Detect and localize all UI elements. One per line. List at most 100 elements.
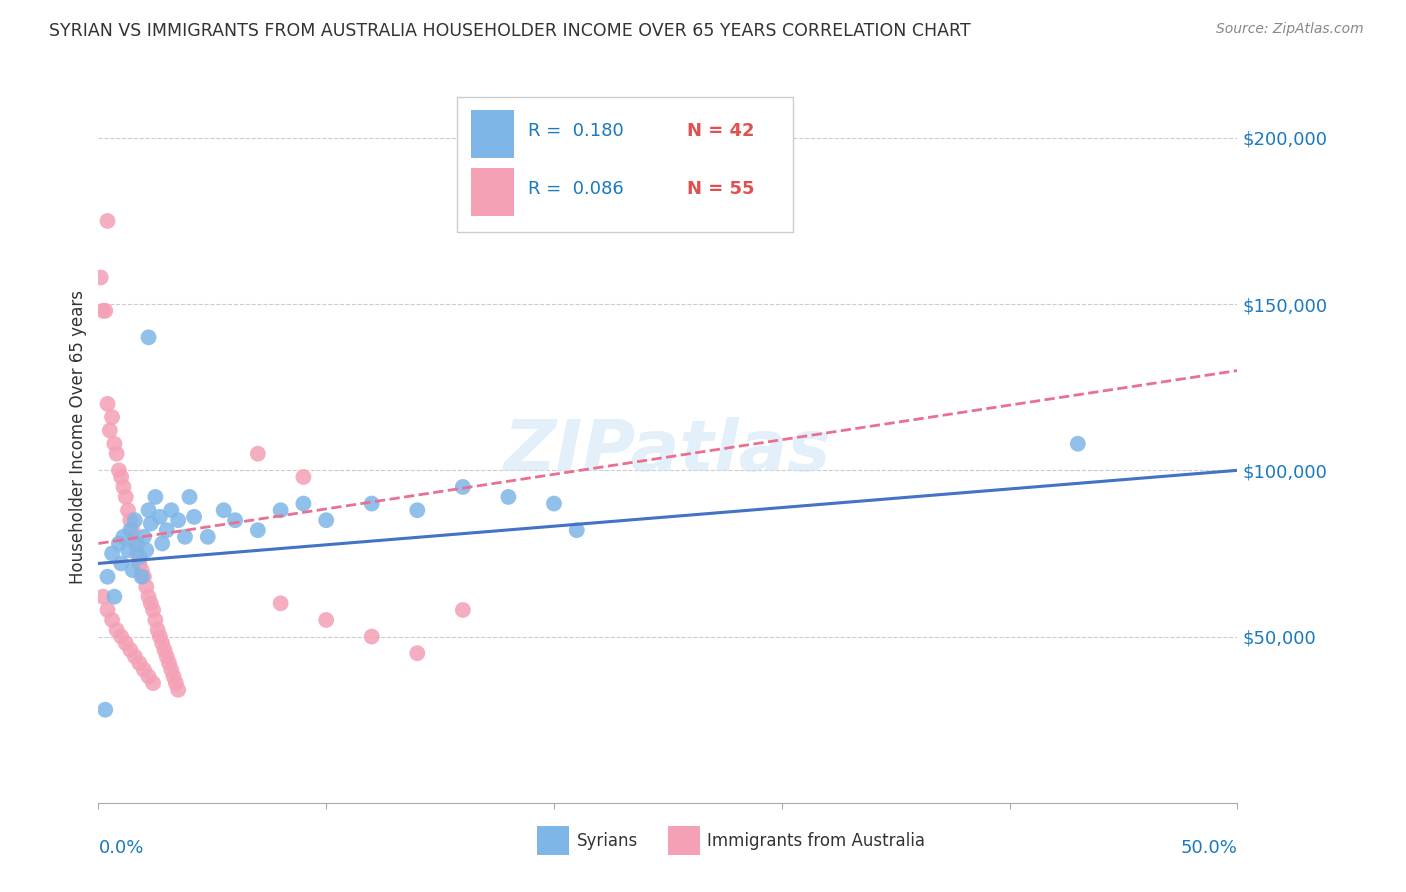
Bar <box>668 826 700 855</box>
Point <box>451 480 474 494</box>
Point <box>138 669 160 683</box>
Point <box>128 549 150 564</box>
Point <box>138 503 160 517</box>
Text: N = 42: N = 42 <box>688 121 755 140</box>
FancyBboxPatch shape <box>457 97 793 232</box>
Point <box>165 676 187 690</box>
Point <box>91 590 114 604</box>
Point <box>150 636 173 650</box>
Point <box>145 613 167 627</box>
Point <box>135 580 157 594</box>
Point <box>124 536 146 550</box>
Point <box>315 513 337 527</box>
Point <box>360 630 382 644</box>
Point <box>103 590 125 604</box>
Point <box>112 530 135 544</box>
Point <box>292 497 315 511</box>
Point <box>96 214 118 228</box>
Point <box>142 603 165 617</box>
Point <box>139 516 162 531</box>
Point <box>270 596 292 610</box>
Point <box>270 503 292 517</box>
Point <box>114 490 136 504</box>
Point <box>103 436 125 450</box>
Point <box>90 270 112 285</box>
Point <box>120 643 142 657</box>
Point <box>167 682 190 697</box>
Point <box>131 570 153 584</box>
Point <box>101 546 124 560</box>
Point <box>108 463 131 477</box>
Point <box>112 480 135 494</box>
Text: Immigrants from Australia: Immigrants from Australia <box>707 832 925 850</box>
Point <box>110 557 132 571</box>
Point <box>138 590 160 604</box>
Point <box>145 490 167 504</box>
Text: Syrians: Syrians <box>576 832 638 850</box>
Point <box>160 663 183 677</box>
Point <box>105 623 128 637</box>
Point <box>110 470 132 484</box>
Point <box>162 669 184 683</box>
Text: N = 55: N = 55 <box>688 180 755 198</box>
Point <box>360 497 382 511</box>
Bar <box>537 826 569 855</box>
Point <box>179 490 201 504</box>
Point <box>128 557 150 571</box>
Point <box>94 303 117 318</box>
Point <box>114 636 136 650</box>
Point <box>121 563 143 577</box>
Point <box>101 410 124 425</box>
Point <box>120 513 142 527</box>
Text: R =  0.180: R = 0.180 <box>527 121 641 140</box>
Point <box>183 509 205 524</box>
Point <box>138 330 160 344</box>
Point <box>160 503 183 517</box>
Point <box>124 649 146 664</box>
Point <box>142 676 165 690</box>
Point <box>132 530 155 544</box>
Point <box>91 303 114 318</box>
Point <box>139 596 162 610</box>
Point <box>98 424 121 438</box>
Point <box>565 523 588 537</box>
Point <box>406 503 429 517</box>
Text: 50.0%: 50.0% <box>1181 839 1237 857</box>
Point <box>132 663 155 677</box>
Point <box>120 523 142 537</box>
Point <box>197 530 219 544</box>
Point <box>246 523 269 537</box>
Point <box>132 570 155 584</box>
Bar <box>471 169 515 216</box>
Point <box>96 397 118 411</box>
Point <box>167 513 190 527</box>
Point <box>224 513 246 527</box>
Text: R =  0.086: R = 0.086 <box>527 180 641 198</box>
Point <box>315 613 337 627</box>
Point <box>131 563 153 577</box>
Point <box>110 630 132 644</box>
Point <box>121 523 143 537</box>
Point <box>157 656 180 670</box>
Point <box>135 543 157 558</box>
Point <box>150 536 173 550</box>
Point <box>96 603 118 617</box>
Point <box>117 503 139 517</box>
Text: Source: ZipAtlas.com: Source: ZipAtlas.com <box>1216 22 1364 37</box>
Point <box>406 646 429 660</box>
Point <box>153 643 176 657</box>
Point <box>128 656 150 670</box>
Point <box>451 603 474 617</box>
Y-axis label: Householder Income Over 65 years: Householder Income Over 65 years <box>69 290 87 584</box>
Point <box>212 503 235 517</box>
Point <box>146 623 169 637</box>
Point <box>149 509 172 524</box>
Point <box>1067 436 1090 450</box>
Point <box>127 536 149 550</box>
Point <box>127 546 149 560</box>
Point <box>174 530 197 544</box>
Point <box>105 447 128 461</box>
Bar <box>471 111 515 158</box>
Point <box>96 570 118 584</box>
Text: ZIPatlas: ZIPatlas <box>505 417 831 486</box>
